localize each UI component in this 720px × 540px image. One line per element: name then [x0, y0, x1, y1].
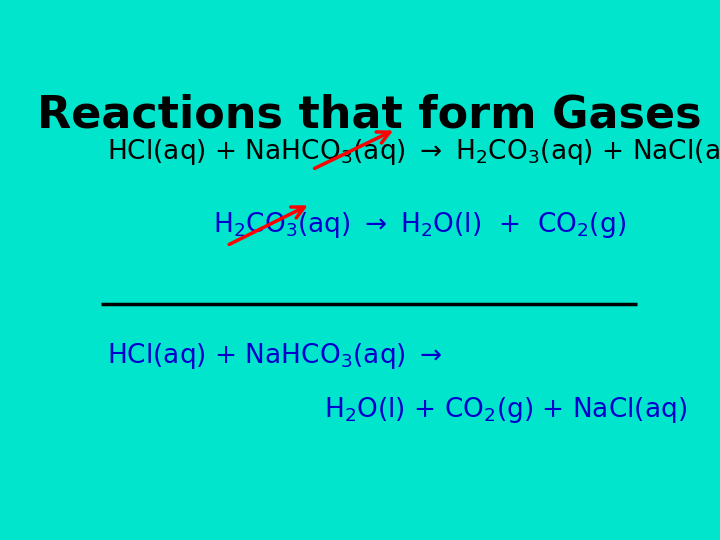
Text: H$_2$CO$_3$(aq) $\rightarrow$ H$_2$O(l)  +  CO$_2$(g): H$_2$CO$_3$(aq) $\rightarrow$ H$_2$O(l) …: [213, 210, 626, 240]
Text: H$_2$O(l) + CO$_2$(g) + NaCl(aq): H$_2$O(l) + CO$_2$(g) + NaCl(aq): [324, 395, 688, 425]
Text: Reactions that form Gases: Reactions that form Gases: [37, 94, 701, 137]
Text: HCl(aq) + NaHCO$_3$(aq) $\rightarrow$: HCl(aq) + NaHCO$_3$(aq) $\rightarrow$: [107, 341, 442, 371]
Text: HCl(aq) + NaHCO$_3$(aq) $\rightarrow$ H$_2$CO$_3$(aq) + NaCl(aq): HCl(aq) + NaHCO$_3$(aq) $\rightarrow$ H$…: [107, 137, 720, 167]
